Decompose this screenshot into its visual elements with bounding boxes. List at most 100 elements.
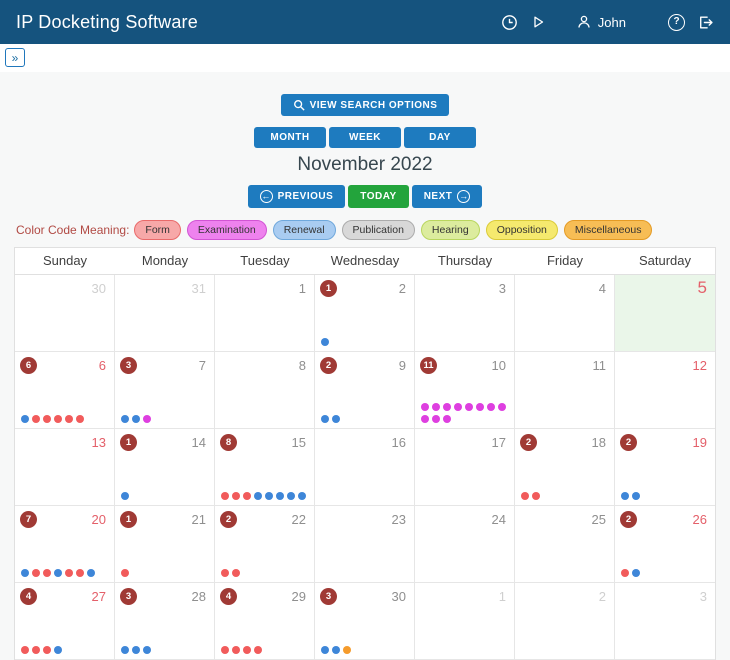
- event-dot-form[interactable]: [43, 568, 51, 577]
- event-count-badge[interactable]: 4: [20, 587, 37, 605]
- event-dot-examination[interactable]: [432, 402, 440, 411]
- event-dot-form[interactable]: [232, 568, 240, 577]
- event-dot-examination[interactable]: [498, 402, 506, 411]
- event-dot-form[interactable]: [521, 491, 529, 500]
- event-dot-form[interactable]: [32, 414, 40, 423]
- event-dot-renewal[interactable]: [321, 337, 329, 346]
- event-dot-form[interactable]: [221, 645, 229, 654]
- user-menu[interactable]: John: [576, 14, 626, 30]
- calendar-day-cell[interactable]: 23: [315, 505, 415, 583]
- calendar-day-cell[interactable]: 1: [215, 274, 315, 352]
- expand-sidebar-button[interactable]: »: [5, 48, 25, 67]
- event-dot-form[interactable]: [32, 645, 40, 654]
- event-dot-form[interactable]: [32, 568, 40, 577]
- event-dot-form[interactable]: [532, 491, 540, 500]
- calendar-day-cell[interactable]: 4 27: [15, 582, 115, 660]
- calendar-day-cell[interactable]: 3 28: [115, 582, 215, 660]
- calendar-day-cell[interactable]: 1 21: [115, 505, 215, 583]
- day-view-button[interactable]: DAY: [404, 127, 476, 148]
- calendar-day-cell[interactable]: 1: [415, 582, 515, 660]
- calendar-day-cell[interactable]: 17: [415, 428, 515, 506]
- help-icon[interactable]: ?: [668, 13, 685, 31]
- event-count-badge[interactable]: 2: [520, 433, 537, 451]
- event-count-badge[interactable]: 2: [320, 356, 337, 374]
- event-dot-examination[interactable]: [443, 402, 451, 411]
- event-count-badge[interactable]: 7: [20, 510, 37, 528]
- event-dot-form[interactable]: [232, 491, 240, 500]
- event-count-badge[interactable]: 2: [620, 433, 637, 451]
- event-count-badge[interactable]: 1: [120, 510, 137, 528]
- calendar-day-cell[interactable]: 16: [315, 428, 415, 506]
- calendar-day-cell[interactable]: 8 15: [215, 428, 315, 506]
- event-dot-renewal[interactable]: [132, 645, 140, 654]
- calendar-day-cell[interactable]: 4: [515, 274, 615, 352]
- event-dot-renewal[interactable]: [254, 491, 262, 500]
- previous-button[interactable]: ← PREVIOUS: [247, 185, 346, 208]
- event-dot-renewal[interactable]: [121, 645, 129, 654]
- calendar-day-cell[interactable]: 24: [415, 505, 515, 583]
- event-dot-renewal[interactable]: [21, 414, 29, 423]
- month-view-button[interactable]: MONTH: [254, 127, 326, 148]
- today-button[interactable]: TODAY: [348, 185, 409, 208]
- event-dot-examination[interactable]: [421, 402, 429, 411]
- event-dot-form[interactable]: [76, 568, 84, 577]
- event-count-badge[interactable]: 1: [120, 433, 137, 451]
- event-dot-renewal[interactable]: [143, 645, 151, 654]
- event-dot-renewal[interactable]: [632, 491, 640, 500]
- event-dot-renewal[interactable]: [265, 491, 273, 500]
- view-search-options-button[interactable]: VIEW SEARCH OPTIONS: [280, 94, 450, 116]
- calendar-day-cell[interactable]: 7 20: [15, 505, 115, 583]
- event-dot-renewal[interactable]: [121, 491, 129, 500]
- event-dot-examination[interactable]: [143, 414, 151, 423]
- event-dot-form[interactable]: [621, 568, 629, 577]
- calendar-day-cell[interactable]: 2 19: [615, 428, 715, 506]
- event-count-badge[interactable]: 2: [620, 510, 637, 528]
- calendar-day-cell[interactable]: 13: [15, 428, 115, 506]
- event-dot-renewal[interactable]: [287, 491, 295, 500]
- event-dot-examination[interactable]: [454, 402, 462, 411]
- week-view-button[interactable]: WEEK: [329, 127, 401, 148]
- calendar-day-cell[interactable]: 3: [415, 274, 515, 352]
- event-count-badge[interactable]: 8: [220, 433, 237, 451]
- event-dot-form[interactable]: [65, 568, 73, 577]
- event-dot-form[interactable]: [65, 414, 73, 423]
- calendar-day-cell[interactable]: 1 14: [115, 428, 215, 506]
- play-icon[interactable]: [530, 14, 546, 30]
- event-dot-examination[interactable]: [465, 402, 473, 411]
- calendar-day-cell[interactable]: 3: [615, 582, 715, 660]
- event-dot-renewal[interactable]: [321, 645, 329, 654]
- event-dot-renewal[interactable]: [298, 491, 306, 500]
- event-dot-form[interactable]: [121, 568, 129, 577]
- event-dot-form[interactable]: [254, 645, 262, 654]
- event-count-badge[interactable]: 6: [20, 356, 37, 374]
- calendar-day-cell[interactable]: 2 22: [215, 505, 315, 583]
- calendar-day-cell[interactable]: 30: [15, 274, 115, 352]
- calendar-day-cell[interactable]: 31: [115, 274, 215, 352]
- event-dot-renewal[interactable]: [632, 568, 640, 577]
- event-dot-form[interactable]: [54, 414, 62, 423]
- event-dot-renewal[interactable]: [332, 645, 340, 654]
- event-dot-renewal[interactable]: [54, 645, 62, 654]
- event-dot-examination[interactable]: [487, 402, 495, 411]
- calendar-day-cell[interactable]: 4 29: [215, 582, 315, 660]
- calendar-day-cell[interactable]: 25: [515, 505, 615, 583]
- event-dot-renewal[interactable]: [54, 568, 62, 577]
- calendar-day-cell[interactable]: 8: [215, 351, 315, 429]
- clock-icon[interactable]: [501, 14, 518, 31]
- event-dot-renewal[interactable]: [132, 414, 140, 423]
- event-dot-renewal[interactable]: [332, 414, 340, 423]
- calendar-day-cell[interactable]: 2: [515, 582, 615, 660]
- event-dot-miscellaneous[interactable]: [343, 645, 351, 654]
- event-dot-form[interactable]: [221, 491, 229, 500]
- event-dot-renewal[interactable]: [276, 491, 284, 500]
- event-dot-form[interactable]: [43, 414, 51, 423]
- event-dot-examination[interactable]: [476, 402, 484, 411]
- logout-icon[interactable]: [697, 14, 714, 31]
- event-dot-examination[interactable]: [432, 414, 440, 423]
- event-dot-examination[interactable]: [421, 414, 429, 423]
- event-dot-form[interactable]: [43, 645, 51, 654]
- event-dot-form[interactable]: [21, 645, 29, 654]
